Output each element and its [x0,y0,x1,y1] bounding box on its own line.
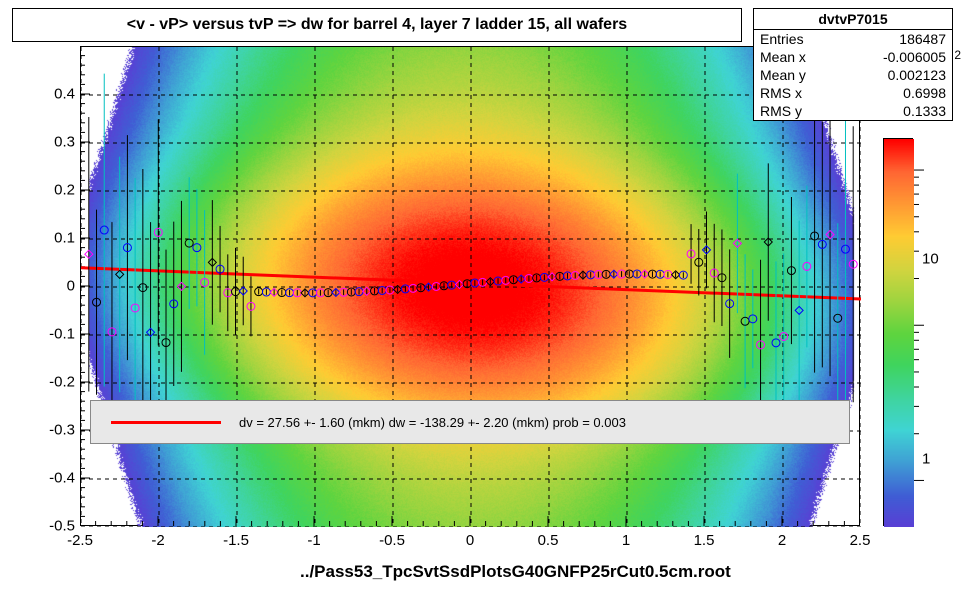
y-tick: -0.4 [49,470,75,487]
colorbar-canvas [884,139,914,527]
x-tick: 1 [622,532,630,549]
x-tick: -2 [151,532,164,549]
x-tick: 0.5 [538,532,559,549]
y-tick: 0 [67,278,75,295]
y-tick: -0.2 [49,374,75,391]
x-tick: -0.5 [379,532,405,549]
stats-box: dvtvP7015 Entries 186487 Mean x -0.00600… [753,8,953,121]
y-tick-labels: -0.5-0.4-0.3-0.2-0.100.10.20.30.4 [20,46,75,526]
fit-legend-line [111,421,221,424]
y-tick: 0.3 [54,134,75,151]
heatmap-canvas [81,47,861,527]
stats-rmsx-value: 0.6998 [903,85,946,101]
x-tick: -2.5 [67,532,93,549]
stats-entries-row: Entries 186487 [754,30,952,48]
x-tick: 0 [466,532,474,549]
stats-meany-value: 0.002123 [888,67,946,83]
chart-title-box: <v - vP> versus tvP => dw for barrel 4, … [12,8,742,42]
colorbar: 1 10 [883,138,913,526]
stats-rmsy-row: RMS y 0.1333 [754,102,952,120]
plot-area [80,46,860,526]
stats-meanx-row: Mean x -0.006005 [754,48,952,66]
y-tick: -0.1 [49,326,75,343]
x-tick: -1 [307,532,320,549]
chart-title: <v - vP> versus tvP => dw for barrel 4, … [127,16,627,34]
colorbar-ticks [914,139,926,527]
x-tick: 1.5 [694,532,715,549]
y-tick: 0.1 [54,230,75,247]
stats-rmsx-label: RMS x [760,85,802,101]
stats-meanx-label: Mean x [760,49,806,65]
stats-rmsx-row: RMS x 0.6998 [754,84,952,102]
y-tick: 0.2 [54,182,75,199]
stats-meany-label: Mean y [760,67,806,83]
colorbar-label-10: 10 [922,251,939,268]
stats-rmsy-value: 0.1333 [903,103,946,119]
chart-container: <v - vP> versus tvP => dw for barrel 4, … [0,0,963,590]
stats-entries-value: 186487 [899,31,946,47]
x-tick-labels: -2.5-2-1.5-1-0.500.511.522.5 [80,532,860,552]
x-tick: -1.5 [223,532,249,549]
fit-legend: dv = 27.56 +- 1.60 (mkm) dw = -138.29 +-… [90,400,850,444]
y-tick: 0.4 [54,86,75,103]
stats-name: dvtvP7015 [754,9,952,30]
x-tick: 2 [778,532,786,549]
x-tick: 2.5 [850,532,871,549]
y-tick: -0.3 [49,422,75,439]
stats-meanx-value: -0.006005 [883,49,946,65]
exponent-label: 2 [954,48,961,62]
stats-meany-row: Mean y 0.002123 [754,66,952,84]
colorbar-label-1: 1 [922,451,930,468]
stats-rmsy-label: RMS y [760,103,802,119]
stats-entries-label: Entries [760,31,804,47]
fit-legend-text: dv = 27.56 +- 1.60 (mkm) dw = -138.29 +-… [239,415,626,430]
file-path: ../Pass53_TpcSvtSsdPlotsG40GNFP25rCut0.5… [300,562,731,582]
